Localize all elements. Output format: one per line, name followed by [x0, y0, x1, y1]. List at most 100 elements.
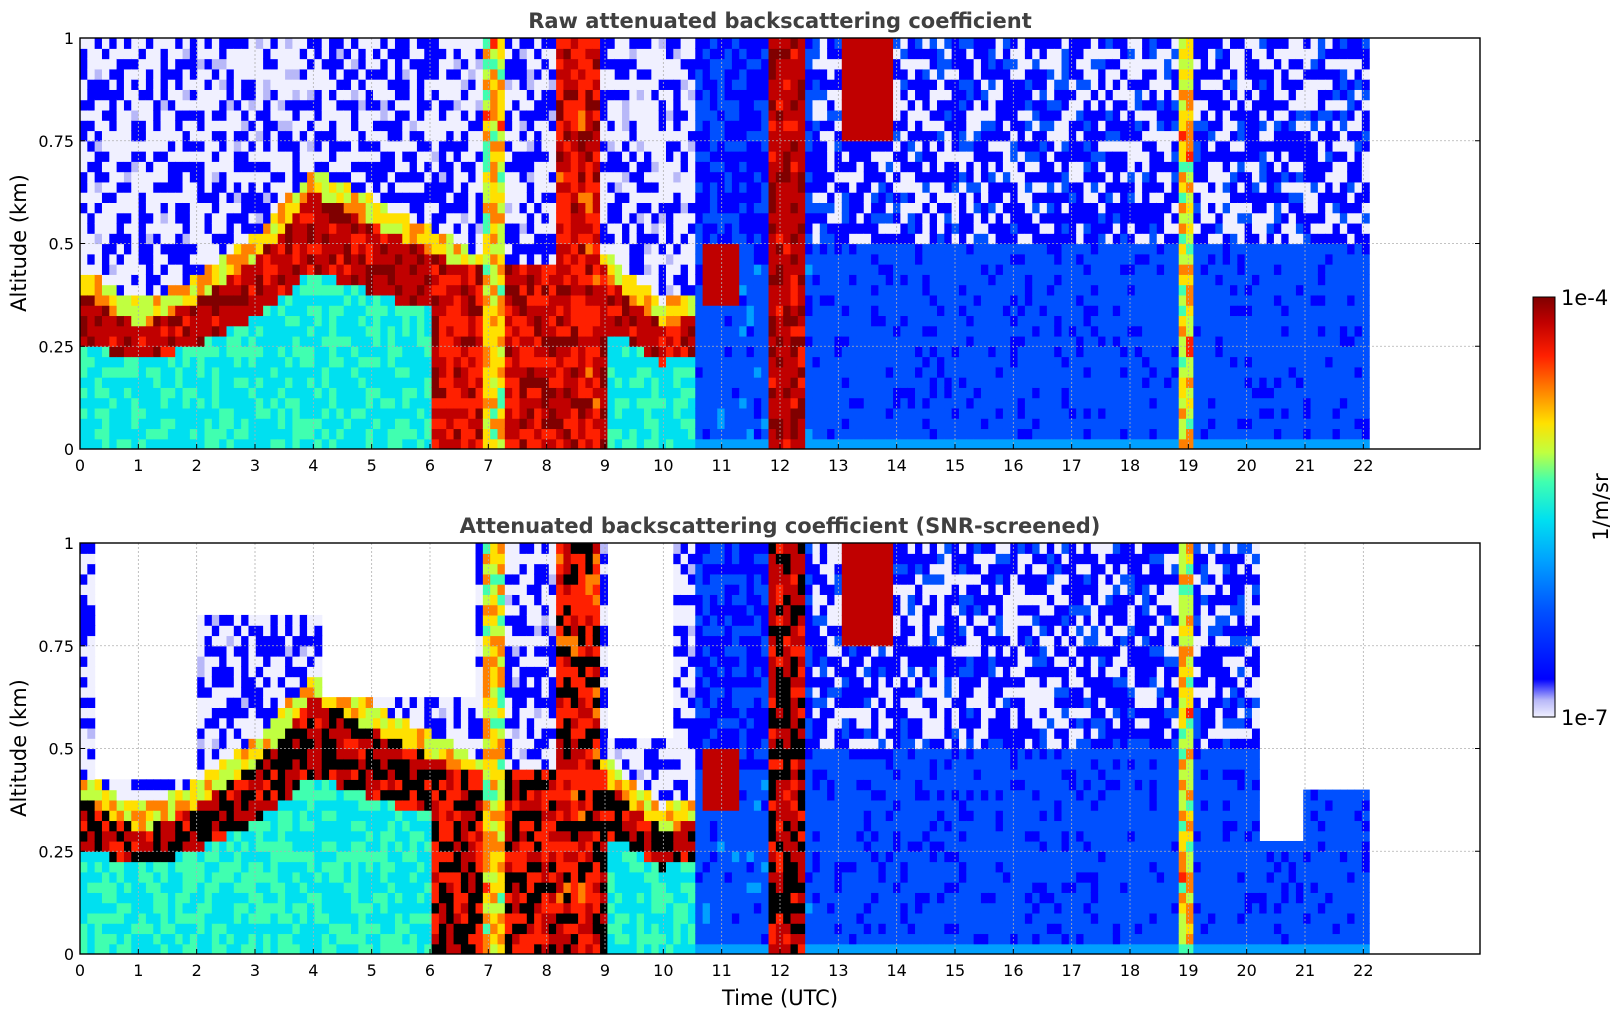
heatmap-cell	[387, 346, 396, 358]
heatmap-cell	[871, 151, 879, 162]
heatmap-cell	[687, 140, 696, 152]
heatmap-cell	[797, 335, 806, 347]
heatmap-cell	[387, 192, 396, 203]
heatmap-cell	[123, 335, 132, 347]
heatmap-cell	[827, 151, 836, 162]
heatmap-cell	[592, 89, 601, 101]
heatmap-cell	[402, 58, 411, 70]
heatmap-cell	[394, 264, 403, 275]
heatmap-cell	[285, 335, 294, 347]
heatmap-cell	[307, 264, 315, 275]
heatmap-cell	[790, 264, 799, 275]
heatmap-cell	[380, 120, 389, 132]
heatmap-cell	[878, 38, 887, 49]
heatmap-cell	[123, 315, 132, 327]
heatmap-cell	[416, 377, 425, 388]
heatmap-cell	[644, 438, 652, 449]
heatmap-cell	[629, 397, 638, 409]
heatmap-cell	[548, 130, 557, 142]
heatmap-cell	[248, 140, 257, 152]
heatmap-cell	[372, 356, 381, 368]
heatmap-cell	[189, 294, 198, 306]
heatmap-cell	[336, 366, 345, 378]
heatmap-cell	[277, 171, 286, 183]
heatmap-cell	[424, 181, 433, 193]
heatmap-cell	[519, 58, 528, 70]
heatmap-cell	[790, 38, 799, 49]
heatmap-cell	[365, 233, 374, 245]
heatmap-cell	[101, 109, 110, 121]
heatmap-cell	[351, 109, 359, 121]
heatmap-cell	[805, 79, 814, 90]
heatmap-cell	[241, 58, 250, 70]
heatmap-cell	[226, 99, 235, 111]
heatmap-cell	[717, 407, 726, 419]
heatmap-cell	[622, 294, 630, 306]
heatmap-cell	[336, 397, 345, 409]
heatmap-cell	[468, 79, 477, 90]
heatmap-cell	[307, 315, 315, 327]
heatmap-cell	[87, 366, 96, 378]
heatmap-cell	[834, 222, 843, 234]
heatmap-cell	[526, 151, 535, 162]
heatmap-cell	[980, 407, 989, 419]
heatmap-cell	[336, 192, 345, 203]
heatmap-cell	[153, 222, 162, 234]
heatmap-cell	[197, 58, 206, 70]
heatmap-cell	[336, 253, 345, 265]
heatmap-cell	[548, 140, 557, 152]
heatmap-cell	[285, 274, 294, 286]
heatmap-cell	[526, 171, 535, 183]
heatmap-cell	[863, 89, 872, 101]
heatmap-cell	[153, 346, 162, 358]
heatmap-cell	[475, 407, 484, 419]
heatmap-cell	[109, 151, 118, 162]
heatmap-cell	[519, 99, 528, 111]
heatmap-cell	[680, 109, 689, 121]
heatmap-cell	[504, 387, 513, 399]
heatmap-cell	[622, 243, 630, 255]
heatmap-cell	[204, 233, 213, 245]
heatmap-cell	[951, 253, 960, 265]
heatmap-cell	[233, 233, 242, 245]
heatmap-cell	[314, 356, 323, 368]
heatmap-cell	[687, 48, 696, 60]
heatmap-cell	[87, 397, 96, 409]
heatmap-cell	[416, 418, 425, 430]
heatmap-cell	[219, 151, 228, 162]
heatmap-cell	[746, 253, 755, 265]
heatmap-cell	[768, 418, 777, 430]
heatmap-cell	[351, 387, 359, 399]
heatmap-cell	[973, 192, 982, 203]
heatmap-cell	[585, 89, 594, 101]
heatmap-cell	[534, 274, 543, 286]
heatmap-cell	[438, 151, 447, 162]
heatmap-cell	[131, 418, 140, 430]
heatmap-cell	[468, 68, 477, 80]
heatmap-cell	[651, 264, 660, 275]
heatmap-cell	[372, 428, 381, 440]
heatmap-cell	[761, 335, 770, 347]
heatmap-cell	[534, 243, 543, 255]
heatmap-cell	[175, 335, 184, 347]
heatmap-cell	[731, 140, 740, 152]
heatmap-cell	[504, 89, 513, 101]
heatmap-cell	[292, 274, 301, 286]
heatmap-cell	[951, 377, 960, 388]
heatmap-cell	[768, 335, 777, 347]
heatmap-cell	[958, 284, 967, 296]
heatmap-cell	[526, 202, 535, 214]
heatmap-cell	[607, 428, 616, 440]
heatmap-cell	[578, 335, 587, 347]
heatmap-cell	[900, 140, 909, 152]
heatmap-cell	[709, 79, 718, 90]
heatmap-cell	[644, 58, 652, 70]
heatmap-cell	[966, 253, 975, 265]
heatmap-cell	[717, 377, 726, 388]
heatmap-cell	[211, 212, 220, 224]
heatmap-cell	[116, 120, 125, 132]
heatmap-cell	[299, 202, 308, 214]
heatmap-cell	[519, 192, 528, 203]
heatmap-cell	[145, 315, 154, 327]
heatmap-cell	[255, 202, 264, 214]
